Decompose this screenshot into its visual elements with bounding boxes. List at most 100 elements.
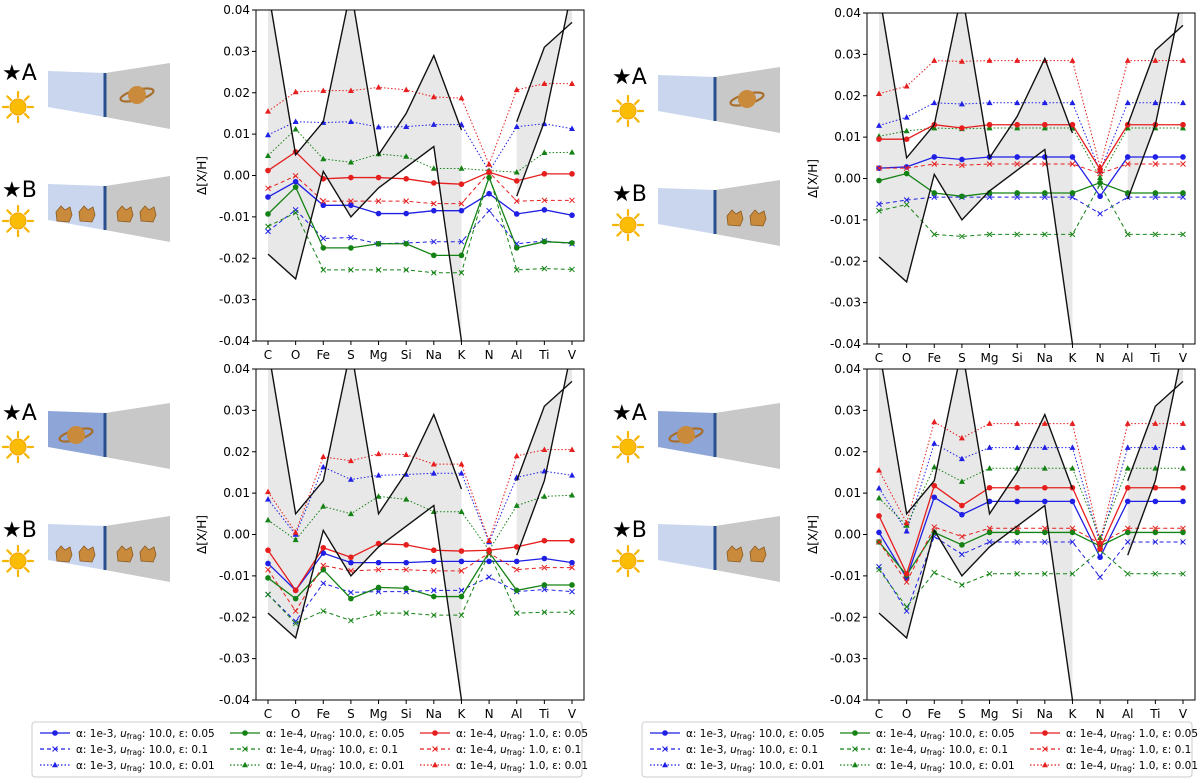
data-point <box>1014 99 1021 106</box>
sun-ray <box>6 566 13 573</box>
y-tick-label: -0.02 <box>219 251 250 265</box>
data-point <box>903 201 910 208</box>
data-point <box>403 86 410 93</box>
x-tick-label: K <box>1069 351 1078 365</box>
y-axis-label: Δ[X/H] <box>806 159 820 198</box>
data-point <box>265 547 271 554</box>
y-tick-label: 0.00 <box>223 169 250 183</box>
series-line-5 <box>878 183 1183 237</box>
x-tick-label: Fe <box>927 351 941 365</box>
sun-ray <box>6 452 13 459</box>
uncertainty-band <box>516 369 572 556</box>
chart-3: -0.04 -0.03 -0.02 -0.01 0.00 0.01 0.02 0.03 0.04… <box>195 362 585 721</box>
data-point <box>403 585 409 592</box>
legend-1: α: 1e-3, ufrag: 10.0, ε: 0.05 α: 1e-3, uf… <box>31 721 588 778</box>
data-point <box>1069 231 1076 238</box>
data-point <box>265 566 271 573</box>
data-point <box>569 564 575 571</box>
data-point <box>320 266 327 273</box>
data-point <box>320 87 327 93</box>
data-point <box>1124 99 1131 106</box>
x-tick-label: Si <box>401 348 412 362</box>
data-point <box>403 451 410 457</box>
y-tick-label: -0.02 <box>830 254 861 268</box>
data-point <box>958 478 965 484</box>
lower-bound-line <box>267 504 463 700</box>
data-point <box>569 609 575 616</box>
sun-ray <box>633 452 640 459</box>
data-point <box>513 198 520 205</box>
data-point <box>265 560 271 567</box>
x-tick-label: C <box>875 351 883 365</box>
data-point <box>375 559 382 566</box>
data-point <box>375 174 382 181</box>
y-tick-label: -0.04 <box>830 337 861 351</box>
data-point <box>986 444 993 450</box>
disk-a <box>658 67 780 133</box>
data-point <box>541 265 548 272</box>
lower-bound-line <box>516 10 569 197</box>
data-point <box>1124 154 1131 160</box>
data-point <box>1014 190 1020 196</box>
y-tick-label: -0.02 <box>219 610 250 624</box>
x-tick-label: O <box>902 707 911 721</box>
data-point <box>348 245 354 251</box>
upper-bound-line <box>881 369 1074 516</box>
data-point <box>320 202 327 209</box>
x-tick-label: Fe <box>316 707 330 721</box>
series-line-5 <box>267 551 572 625</box>
data-point <box>986 124 993 131</box>
data-point <box>431 547 437 554</box>
data-point <box>1069 570 1076 577</box>
data-point <box>931 231 938 238</box>
data-point <box>1180 154 1186 160</box>
sun-ray <box>23 435 30 442</box>
disk-outer-region <box>105 516 170 582</box>
data-point <box>431 558 437 565</box>
x-tick-label: Na <box>426 348 442 362</box>
data-point <box>1014 539 1021 545</box>
data-point <box>1180 231 1186 238</box>
schematic-3: ★A ★B <box>1 401 170 582</box>
data-point <box>569 171 575 177</box>
x-tick-label: K <box>1069 707 1078 721</box>
data-point <box>1180 539 1186 545</box>
data-point <box>430 460 437 467</box>
data-point <box>1014 154 1020 160</box>
legend-label: α: 1e-4, ufrag: 10.0, ε: 0.01 <box>876 760 1015 773</box>
y-tick-label: 0.03 <box>834 47 861 61</box>
data-point <box>986 484 993 491</box>
data-point <box>1069 420 1076 426</box>
pebble-icon <box>55 545 73 563</box>
data-point <box>1097 179 1103 186</box>
data-point <box>513 587 520 594</box>
series-line-1 <box>878 156 1183 198</box>
data-point <box>1069 99 1076 106</box>
data-point <box>1014 529 1020 536</box>
data-point <box>903 114 910 120</box>
data-point <box>458 269 465 276</box>
plot-area <box>265 10 575 341</box>
data-point <box>1042 190 1048 196</box>
data-point <box>292 618 299 625</box>
y-axis-label: Δ[X/H] <box>806 515 820 554</box>
series-line-8 <box>267 552 572 612</box>
y-tick-label: -0.03 <box>219 652 250 666</box>
plot-area <box>876 13 1186 344</box>
x-tick-label: O <box>291 348 300 362</box>
data-point <box>541 586 548 593</box>
data-point <box>320 245 327 251</box>
data-point <box>959 156 965 163</box>
upper-bound-line <box>881 13 1074 160</box>
data-point <box>1097 210 1103 217</box>
sun-icon <box>9 438 27 456</box>
data-point <box>513 178 520 184</box>
data-point <box>347 457 354 464</box>
data-point <box>430 587 437 594</box>
data-point <box>1014 57 1021 63</box>
data-point <box>292 184 299 190</box>
disk-outer-region <box>105 176 170 242</box>
planet-icon <box>677 426 695 444</box>
uncertainty-band <box>879 369 1073 700</box>
x-tick-label: Al <box>1122 707 1134 721</box>
